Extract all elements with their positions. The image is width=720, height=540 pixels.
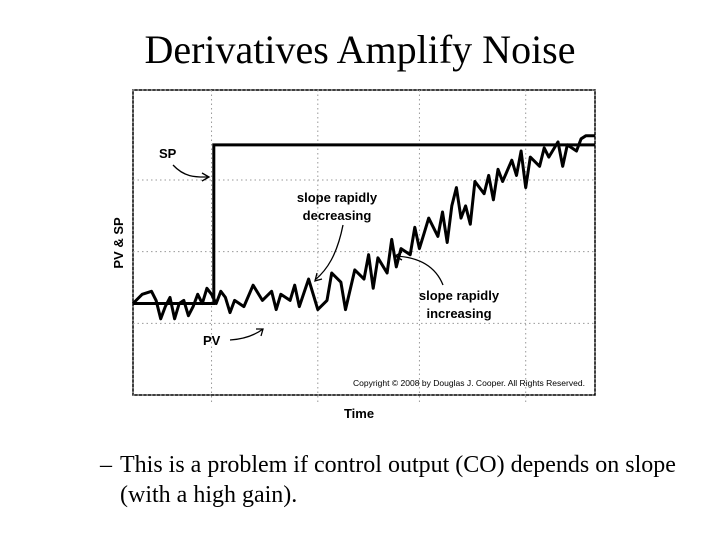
sp-arrowhead [201, 172, 211, 182]
chart-figure: PV & SP Time SP PV slope rapidly decreas… [105, 85, 605, 430]
slope-decreasing-line1: slope rapidly [297, 190, 378, 205]
bullet-point: – This is a problem if control output (C… [100, 450, 680, 510]
pv-series-line [131, 134, 595, 321]
y-axis-label: PV & SP [111, 217, 126, 269]
slope-decreasing-arrowhead [314, 272, 323, 282]
sp-annotation: SP [159, 146, 177, 161]
bullet-text: This is a problem if control output (CO)… [120, 452, 676, 508]
pv-arrowhead [256, 328, 264, 337]
bullet-dash: – [100, 452, 112, 478]
slope-increasing-arrowhead [393, 251, 403, 261]
slope-decreasing-line2: decreasing [303, 208, 372, 223]
plot-area-frame [132, 89, 596, 396]
slope-increasing-arrow [394, 255, 444, 286]
pv-annotation-arrow [229, 328, 264, 341]
pv-sp-chart: PV & SP Time SP PV slope rapidly decreas… [111, 89, 596, 421]
sp-annotation-arrow [172, 164, 209, 178]
slope-decreasing-arrow [314, 224, 344, 281]
slope-increasing-line2: increasing [426, 306, 491, 321]
copyright-notice: Copyright © 2008 by Douglas J. Cooper. A… [353, 378, 585, 388]
sp-series-line [133, 143, 595, 305]
slide-title: Derivatives Amplify Noise [144, 27, 576, 72]
gridlines [132, 89, 596, 403]
x-axis-label: Time [344, 406, 374, 421]
slope-increasing-line1: slope rapidly [419, 288, 500, 303]
pv-annotation: PV [203, 333, 221, 348]
